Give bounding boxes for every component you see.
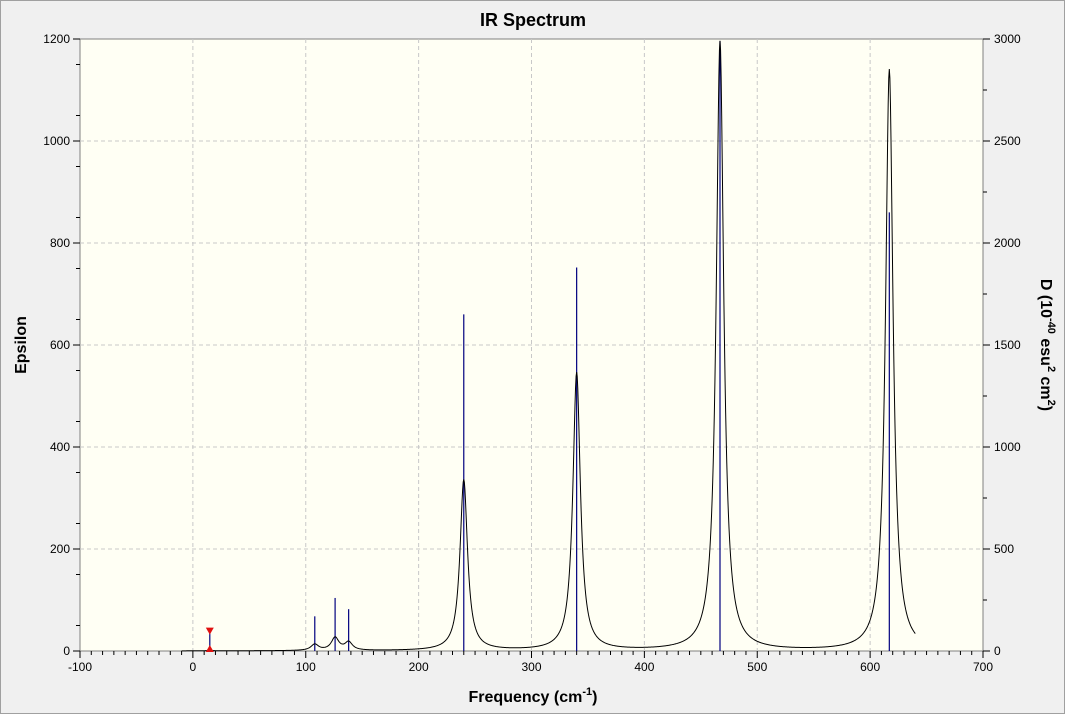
y-tick-label: 800: [50, 236, 70, 250]
y2-tick-label: 0: [994, 644, 1001, 658]
y2-tick-label: 1000: [994, 440, 1021, 454]
chart-title: IR Spectrum: [480, 10, 586, 30]
marker-bottom-triangle: [205, 645, 214, 652]
y2-tick-label: 1500: [994, 338, 1021, 352]
y2-label-sup1: -40: [1045, 318, 1057, 334]
x-axis-label: Frequency (cm-1): [469, 686, 598, 706]
x-tick-label: 700: [973, 660, 993, 674]
y2-label-a: D (10: [1037, 279, 1054, 318]
y-tick-label: 600: [50, 338, 70, 352]
x-axis-label-sup: -1: [582, 686, 592, 698]
y2-label-c: cm: [1037, 372, 1054, 400]
y-tick-label: 0: [63, 644, 70, 658]
y-tick-label: 400: [50, 440, 70, 454]
y2-axis-label: D (10-40 esu2 cm2): [1037, 279, 1057, 411]
x-axis-label-end: ): [592, 689, 597, 706]
x-tick-label: 400: [634, 660, 654, 674]
x-tick-label: 200: [409, 660, 429, 674]
x-tick-label: 0: [190, 660, 197, 674]
intensity-sticks: [314, 41, 890, 651]
y2-tick-label: 500: [994, 542, 1014, 556]
marker-top-triangle: [205, 627, 214, 635]
y2-tick-label: 3000: [994, 32, 1021, 46]
y2-tick-label: 2000: [994, 236, 1021, 250]
x-axis-label-text: Frequency (cm: [469, 689, 583, 706]
y-tick-label: 200: [50, 542, 70, 556]
y2-label-sup3: 2: [1045, 400, 1057, 406]
y2-label-end: ): [1037, 406, 1054, 411]
grid-lines: [80, 39, 983, 651]
y2-label-sup2: 2: [1045, 366, 1057, 372]
axis-ticks: -100 0 100 200 300 400 500 600 70002004006008001…: [43, 32, 1021, 674]
x-tick-label: 100: [296, 660, 316, 674]
y-axis-label: Epsilon: [13, 316, 30, 374]
x-tick-label: 600: [860, 660, 880, 674]
x-tick-label: 300: [521, 660, 541, 674]
y-tick-label: 1000: [43, 134, 70, 148]
frequency-marker[interactable]: [205, 627, 214, 652]
y2-label-b: esu: [1037, 334, 1054, 366]
x-tick-label: 500: [747, 660, 767, 674]
y-tick-label: 1200: [43, 32, 70, 46]
x-tick-label: -100: [68, 660, 92, 674]
spectrum-curve: [181, 40, 916, 652]
y2-tick-label: 2500: [994, 134, 1021, 148]
